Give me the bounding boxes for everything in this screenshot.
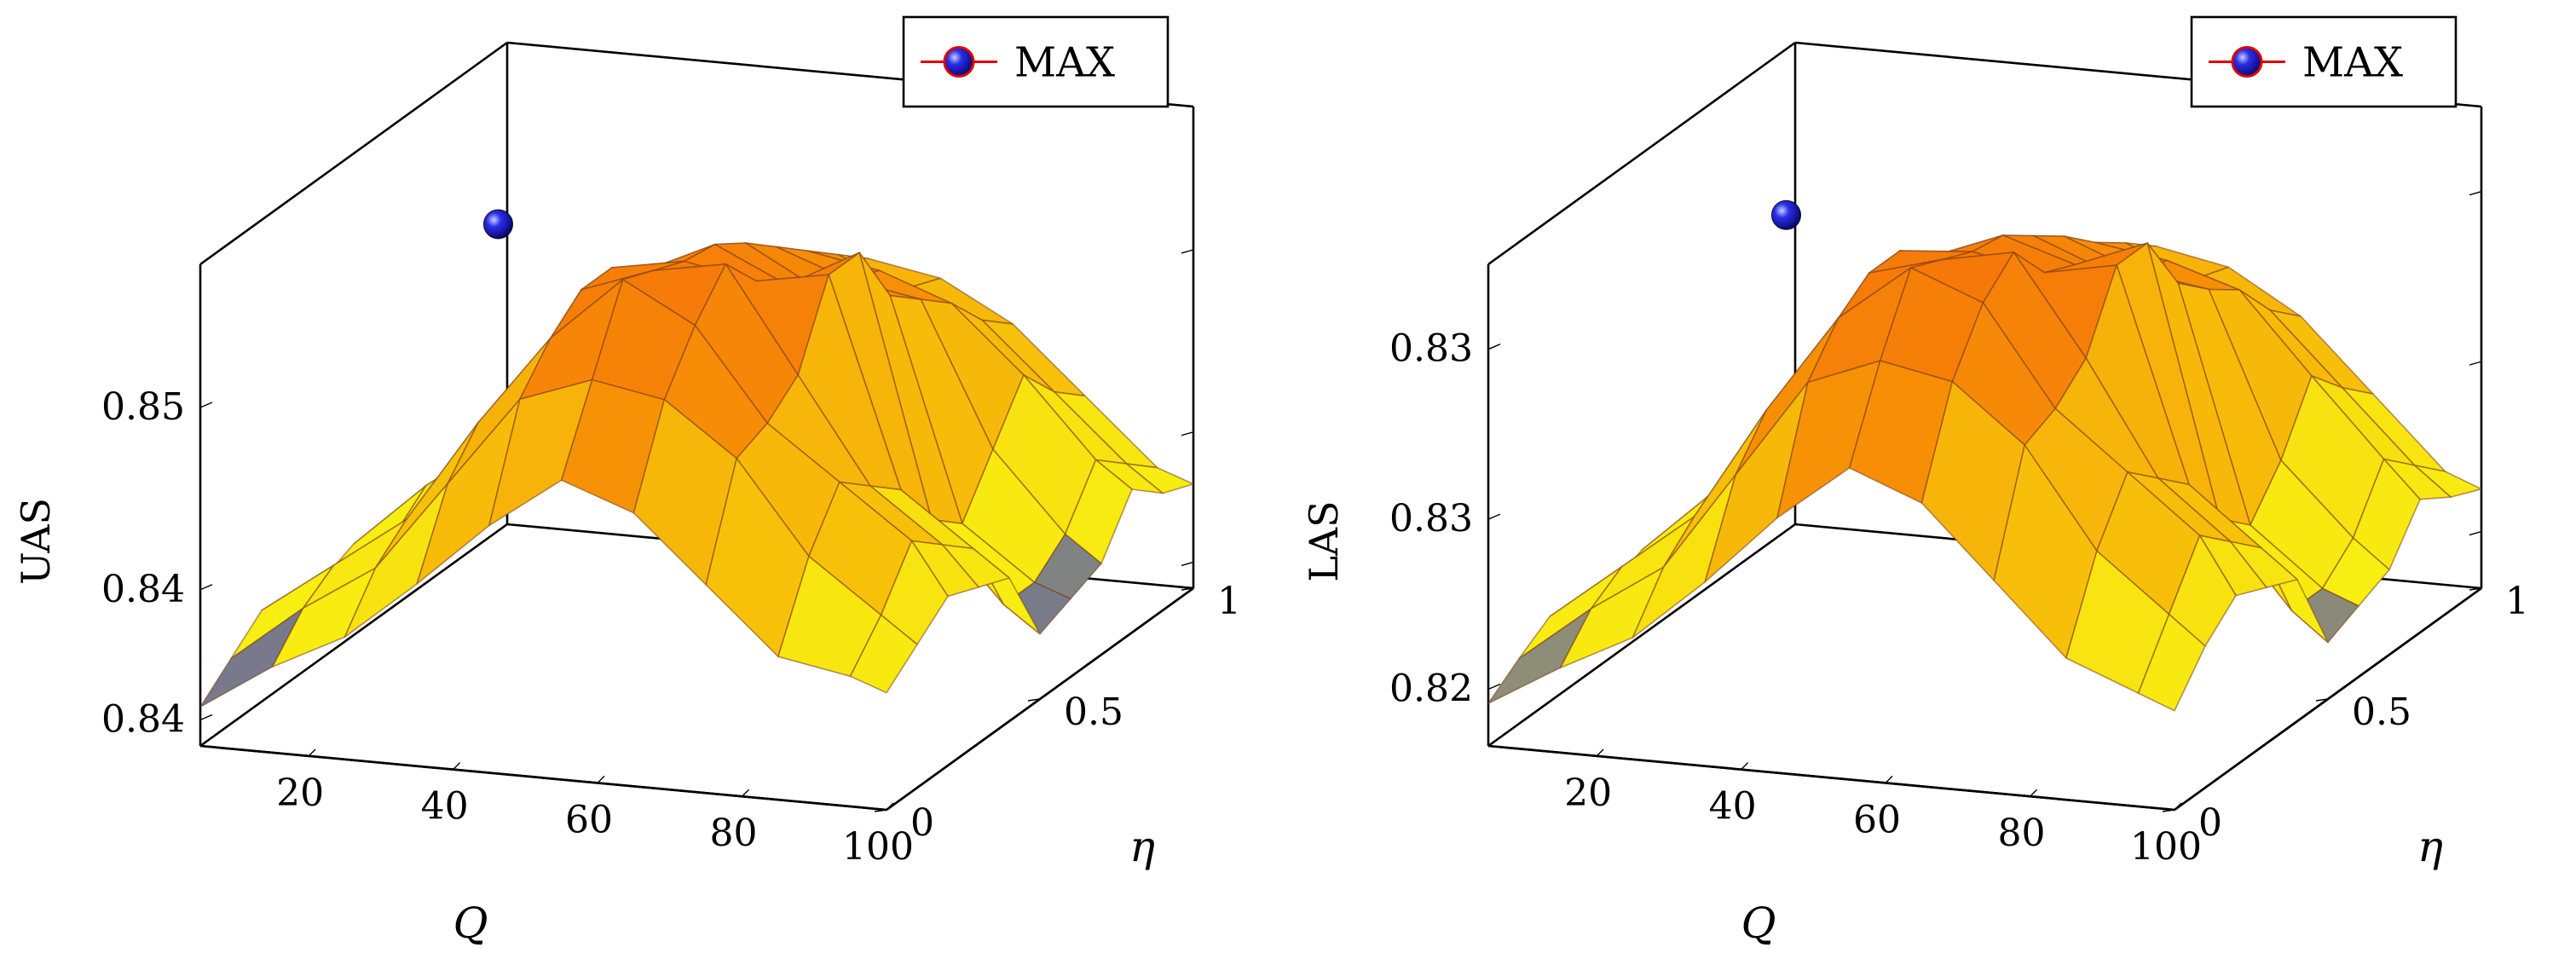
chart1-x-tick bbox=[1885, 775, 1893, 783]
chart1-z-tick bbox=[2469, 191, 2482, 196]
chart0-y-tick bbox=[874, 809, 887, 812]
chart0-x-tick-label: 80 bbox=[710, 812, 758, 855]
chart0-x-axis-label: Q bbox=[453, 899, 488, 948]
chart1-x-tick-label: 20 bbox=[1564, 771, 1612, 815]
chart0-y-tick bbox=[1027, 698, 1041, 702]
chart1-z-axis-label: LAS bbox=[1301, 500, 1347, 581]
chart1-y-tick bbox=[2315, 698, 2329, 702]
chart1-z-tick-label: 0.83 bbox=[1389, 327, 1473, 371]
chart0-z-tick-label: 0.85 bbox=[101, 385, 185, 429]
chart1-x-tick-label: 100 bbox=[2130, 825, 2202, 869]
chart1-surface-patch bbox=[2137, 613, 2206, 712]
chart0-y-tick-label: 0.5 bbox=[1064, 691, 1123, 734]
chart0-box-edge bbox=[199, 41, 508, 266]
chart1-box-edge bbox=[1487, 523, 1796, 748]
chart1-x-tick bbox=[1741, 762, 1749, 771]
chart0-x-tick bbox=[886, 802, 894, 811]
chart1-y-tick bbox=[2469, 587, 2482, 591]
chart0-x-tick bbox=[308, 748, 316, 757]
chart1-z-tick bbox=[2469, 361, 2482, 366]
chart0-z-tick bbox=[1181, 561, 1194, 567]
chart0-max-marker bbox=[482, 209, 513, 240]
chart0-x-tick-label: 20 bbox=[276, 771, 324, 815]
chart0-z-tick bbox=[199, 402, 213, 408]
chart1-x-tick bbox=[1596, 748, 1604, 757]
chart0-y-tick bbox=[1181, 587, 1194, 591]
chart0-box-edge bbox=[199, 744, 887, 812]
chart0-z-tick bbox=[1181, 249, 1194, 254]
chart0-surface-patch bbox=[849, 614, 918, 694]
chart0-y-tick-label: 0 bbox=[910, 801, 934, 845]
chart0-x-tick-label: 40 bbox=[421, 785, 469, 829]
chart0-z-axis-label: UAS bbox=[13, 498, 59, 585]
chart0-z-tick-label: 0.84 bbox=[101, 568, 185, 611]
chart0-x-tick-label: 60 bbox=[565, 798, 613, 841]
chart1-z-tick bbox=[2469, 530, 2482, 536]
chart0-y-axis-label: η bbox=[1129, 822, 1155, 871]
chart0-z-tick bbox=[199, 714, 213, 721]
chart1-legend-marker bbox=[2231, 46, 2263, 78]
chart1-x-tick-label: 60 bbox=[1853, 798, 1901, 841]
chart1-y-tick bbox=[2162, 809, 2175, 812]
chart1-x-tick-label: 80 bbox=[1998, 812, 2046, 855]
chart1-y-tick-label: 1 bbox=[2505, 580, 2529, 623]
chart1-y-axis-label: η bbox=[2417, 822, 2443, 871]
chart0-x-tick bbox=[597, 775, 605, 783]
chart0-z-tick bbox=[1181, 431, 1194, 436]
chart0-z-tick-label: 0.84 bbox=[101, 697, 185, 741]
chart1-z-tick bbox=[1487, 344, 1501, 350]
chart1-max-marker bbox=[1770, 199, 1801, 230]
chart0-z-tick bbox=[199, 584, 213, 591]
chart0-x-tick-label: 100 bbox=[842, 825, 914, 869]
chart1-box-edge bbox=[1487, 744, 2175, 812]
chart1-z-tick-label: 0.82 bbox=[1389, 667, 1473, 711]
chart0-box-edge bbox=[199, 523, 508, 748]
chart0-legend-label: MAX bbox=[1014, 39, 1115, 87]
chart0-y-tick-label: 1 bbox=[1217, 580, 1241, 623]
chart0-x-tick bbox=[453, 762, 461, 771]
chart1-x-axis-label: Q bbox=[1741, 899, 1776, 948]
chart1-legend-label: MAX bbox=[2302, 39, 2403, 87]
chart1-z-tick-label: 0.83 bbox=[1389, 497, 1473, 540]
chart0-x-tick bbox=[742, 789, 750, 797]
chart1-x-tick bbox=[2030, 789, 2038, 797]
chart1-x-tick bbox=[2174, 802, 2182, 811]
chart0-legend-marker bbox=[943, 46, 975, 78]
chart1-z-tick bbox=[1487, 683, 1501, 691]
chart1-z-tick bbox=[1487, 513, 1501, 520]
chart1-y-tick-label: 0.5 bbox=[2352, 691, 2411, 734]
chart1-y-tick-label: 0 bbox=[2198, 801, 2222, 845]
chart1-x-tick-label: 40 bbox=[1709, 785, 1757, 829]
chart1-box-edge bbox=[1487, 41, 1796, 266]
